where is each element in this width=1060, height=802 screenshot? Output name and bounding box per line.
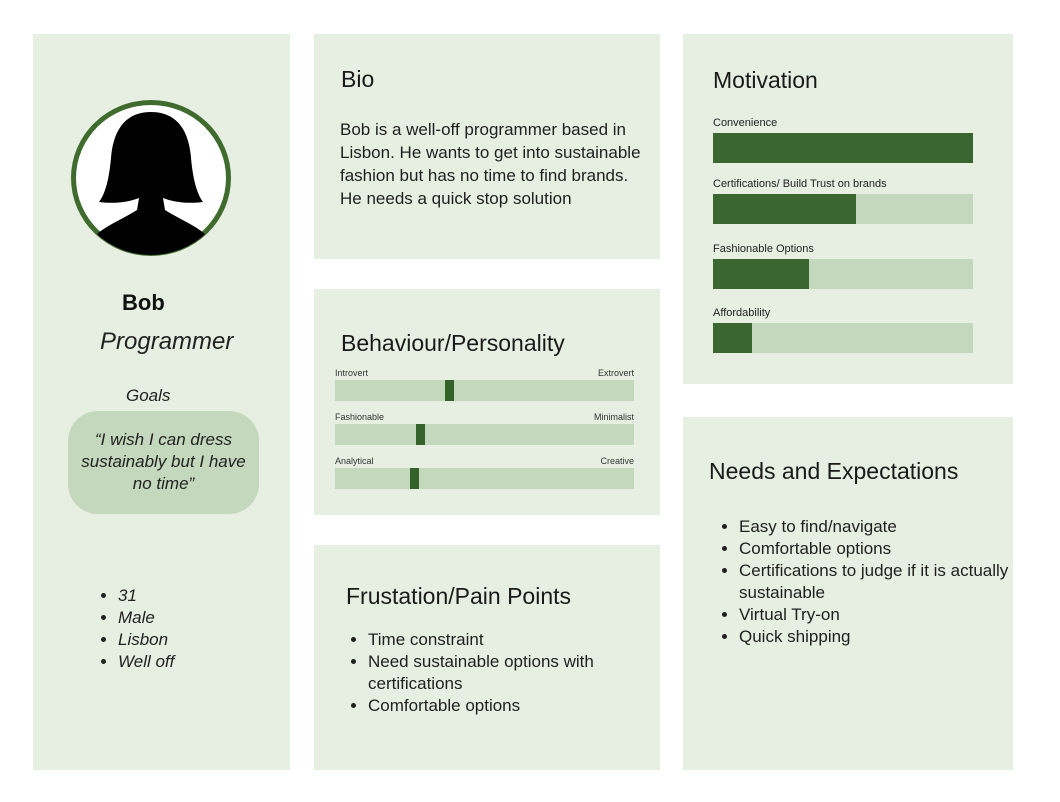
demographic-location: Lisbon	[118, 629, 174, 651]
motivation-label: Affordability	[713, 307, 771, 319]
trait-slider: Analytical Creative	[335, 456, 634, 489]
trait-left-label: Introvert	[335, 368, 369, 378]
motivation-title: Motivation	[713, 67, 818, 93]
list-item: Comfortable options	[368, 695, 668, 717]
motivation-bar: Certifications/ Build Trust on brands	[713, 177, 973, 224]
demographic-gender: Male	[118, 607, 174, 629]
trait-track	[335, 468, 634, 489]
bio-text: Bob is a well-off programmer based in Li…	[340, 120, 641, 208]
demographic-income: Well off	[118, 651, 174, 673]
person-silhouette-icon	[85, 112, 217, 255]
bio-panel	[314, 34, 660, 259]
motivation-label: Fashionable Options	[713, 243, 814, 255]
goal-quote: “I wish I can dress sustainably but I ha…	[68, 411, 259, 514]
trait-right-label: Extrovert	[597, 368, 634, 378]
motivation-bar: Convenience	[713, 116, 973, 163]
needs-title: Needs and Expectations	[709, 458, 959, 484]
list-item: Certifications to judge if it is actuall…	[739, 560, 1019, 604]
motivation-fill	[713, 323, 752, 353]
list-item: Comfortable options	[739, 538, 1019, 560]
list-item: Quick shipping	[739, 626, 1019, 648]
trait-left-label: Fashionable	[335, 412, 385, 422]
frustrations-panel	[314, 545, 660, 770]
motivation-track	[713, 259, 973, 289]
trait-track	[335, 380, 634, 401]
trait-slider: Introvert Extrovert	[335, 368, 634, 401]
motivation-fill	[713, 133, 973, 163]
list-item: Virtual Try-on	[739, 604, 1019, 626]
behaviour-title: Behaviour/Personality	[341, 330, 565, 356]
frustrations-list: Time constraint Need sustainable options…	[346, 629, 668, 717]
goals-label: Goals	[126, 386, 171, 405]
demographic-age: 31	[118, 585, 174, 607]
motivation-track	[713, 323, 973, 353]
bio-title: Bio	[341, 66, 375, 92]
motivation-track	[713, 194, 973, 224]
frustrations-title: Frustation/Pain Points	[346, 583, 572, 609]
list-item: Easy to find/navigate	[739, 516, 1019, 538]
trait-marker	[410, 468, 419, 489]
motivation-fill	[713, 259, 809, 289]
persona-name: Bob	[122, 290, 165, 315]
needs-panel	[683, 417, 1013, 770]
trait-slider: Fashionable Minimalist	[335, 412, 634, 445]
trait-right-label: Creative	[600, 456, 634, 466]
motivation-bar: Fashionable Options	[713, 242, 973, 289]
persona-role: Programmer	[100, 328, 234, 355]
needs-list: Easy to find/navigate Comfortable option…	[717, 516, 1019, 648]
trait-right-label: Minimalist	[593, 412, 634, 422]
motivation-label: Convenience	[713, 117, 778, 129]
avatar	[71, 100, 231, 256]
list-item: Need sustainable options with certificat…	[368, 651, 668, 695]
trait-track	[335, 424, 634, 445]
trait-marker	[445, 380, 454, 401]
list-item: Time constraint	[368, 629, 668, 651]
trait-left-label: Analytical	[335, 456, 374, 466]
demographics-list: 31 Male Lisbon Well off	[98, 585, 174, 673]
trait-marker	[416, 424, 425, 445]
motivation-bar: Affordability	[713, 306, 973, 353]
motivation-fill	[713, 194, 856, 224]
motivation-track	[713, 133, 973, 163]
motivation-label: Certifications/ Build Trust on brands	[713, 178, 887, 190]
